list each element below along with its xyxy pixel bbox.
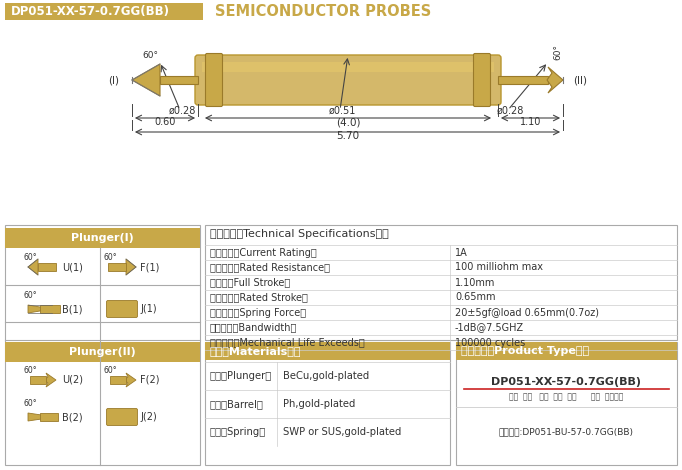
Bar: [108, 263, 126, 271]
Text: 系列  规格   头型  总长  弹力      镀金  针头材质: 系列 规格 头型 总长 弹力 镀金 针头材质: [509, 392, 623, 401]
Bar: [202, 62, 494, 72]
Text: 成品型号（Product Type）：: 成品型号（Product Type）：: [461, 346, 589, 356]
FancyBboxPatch shape: [195, 55, 501, 105]
Text: U(2): U(2): [62, 375, 83, 385]
Bar: [40, 413, 58, 421]
Text: ø0.51: ø0.51: [328, 106, 356, 116]
Text: 针头（Plunger）: 针头（Plunger）: [210, 371, 272, 381]
Text: 额定行程（Rated Stroke）: 额定行程（Rated Stroke）: [210, 292, 308, 303]
Text: 材质（Materials）：: 材质（Materials）：: [210, 346, 301, 356]
Text: 20±5gf@load 0.65mm(0.7oz): 20±5gf@load 0.65mm(0.7oz): [455, 307, 599, 318]
Text: SEMICONDUCTOR PROBES: SEMICONDUCTOR PROBES: [215, 4, 431, 19]
Text: F(1): F(1): [140, 262, 160, 272]
FancyBboxPatch shape: [106, 408, 138, 425]
Text: 满行程（Full Stroke）: 满行程（Full Stroke）: [210, 277, 291, 288]
Text: 针管（Barrel）: 针管（Barrel）: [210, 399, 264, 409]
Bar: [456, 342, 677, 465]
Text: DP051-XX-57-0.7GG(BB): DP051-XX-57-0.7GG(BB): [492, 377, 642, 387]
Text: 60°: 60°: [24, 253, 38, 262]
Text: Ph,gold-plated: Ph,gold-plated: [283, 399, 355, 409]
Text: B(1): B(1): [62, 304, 83, 314]
Text: 0.60: 0.60: [154, 117, 176, 127]
Text: 频率带宽（Bandwidth）: 频率带宽（Bandwidth）: [210, 322, 297, 332]
Text: 0.65mm: 0.65mm: [455, 292, 496, 303]
Text: (II): (II): [573, 75, 587, 85]
Polygon shape: [28, 305, 52, 313]
Bar: [498, 76, 548, 84]
Text: 1.10: 1.10: [520, 117, 542, 127]
Text: 测试寿命（Mechanical Life Exceeds）: 测试寿命（Mechanical Life Exceeds）: [210, 337, 365, 347]
Bar: [40, 305, 60, 313]
Polygon shape: [547, 67, 563, 93]
Text: 60°: 60°: [104, 366, 117, 375]
Text: J(2): J(2): [140, 412, 157, 422]
Text: 100000 cycles: 100000 cycles: [455, 337, 525, 347]
Text: Plunger(II): Plunger(II): [69, 347, 136, 357]
Text: Plunger(I): Plunger(I): [71, 233, 134, 243]
Polygon shape: [126, 259, 136, 275]
FancyBboxPatch shape: [473, 54, 490, 107]
Text: U(1): U(1): [62, 262, 83, 272]
Polygon shape: [132, 64, 160, 96]
Text: 额定电阻（Rated Resistance）: 额定电阻（Rated Resistance）: [210, 263, 330, 273]
Text: 额定电流（Current Rating）: 额定电流（Current Rating）: [210, 248, 316, 258]
Text: 100 milliohm max: 100 milliohm max: [455, 263, 543, 273]
Text: BeCu,gold-plated: BeCu,gold-plated: [283, 371, 369, 381]
Text: -1dB@7.5GHZ: -1dB@7.5GHZ: [455, 322, 524, 332]
Bar: [205, 342, 450, 465]
Text: (I): (I): [108, 75, 119, 85]
Text: (4.0): (4.0): [336, 117, 360, 127]
Text: SWP or SUS,gold-plated: SWP or SUS,gold-plated: [283, 427, 402, 437]
Bar: [160, 76, 198, 84]
Bar: [5, 228, 200, 248]
Text: 1.10mm: 1.10mm: [455, 277, 495, 288]
Text: 60°: 60°: [104, 253, 117, 262]
Polygon shape: [28, 259, 38, 275]
Polygon shape: [124, 373, 136, 387]
Polygon shape: [44, 373, 56, 387]
Text: 60°: 60°: [24, 399, 38, 408]
Text: DP051-XX-57-0.7GG(BB): DP051-XX-57-0.7GG(BB): [11, 5, 170, 18]
Text: 技术要求（Technical Specifications）：: 技术要求（Technical Specifications）：: [210, 229, 389, 239]
Bar: [5, 3, 203, 20]
Text: 额定弹力（Spring Force）: 额定弹力（Spring Force）: [210, 307, 306, 318]
Bar: [205, 225, 677, 340]
Text: 60°: 60°: [24, 291, 38, 300]
Text: 5.70: 5.70: [336, 131, 359, 141]
Text: 订购举例:DP051-BU-57-0.7GG(BB): 订购举例:DP051-BU-57-0.7GG(BB): [499, 428, 634, 437]
FancyBboxPatch shape: [205, 54, 222, 107]
Text: ø0.28: ø0.28: [496, 106, 524, 116]
Text: J(1): J(1): [140, 304, 157, 314]
Bar: [38, 263, 56, 271]
Polygon shape: [28, 413, 55, 421]
Text: 60°: 60°: [142, 51, 158, 60]
Bar: [456, 342, 677, 360]
Bar: [205, 342, 450, 360]
Bar: [110, 376, 126, 384]
Text: F(2): F(2): [140, 375, 160, 385]
Text: 1A: 1A: [455, 248, 468, 258]
Bar: [30, 376, 46, 384]
Text: B(2): B(2): [62, 412, 83, 422]
Text: 弹簧（Spring）: 弹簧（Spring）: [210, 427, 266, 437]
Text: ø0.28: ø0.28: [168, 106, 196, 116]
Bar: [5, 225, 200, 465]
Text: 60°: 60°: [554, 44, 563, 60]
Bar: [5, 342, 200, 362]
FancyBboxPatch shape: [106, 300, 138, 318]
Text: 60°: 60°: [24, 366, 38, 375]
